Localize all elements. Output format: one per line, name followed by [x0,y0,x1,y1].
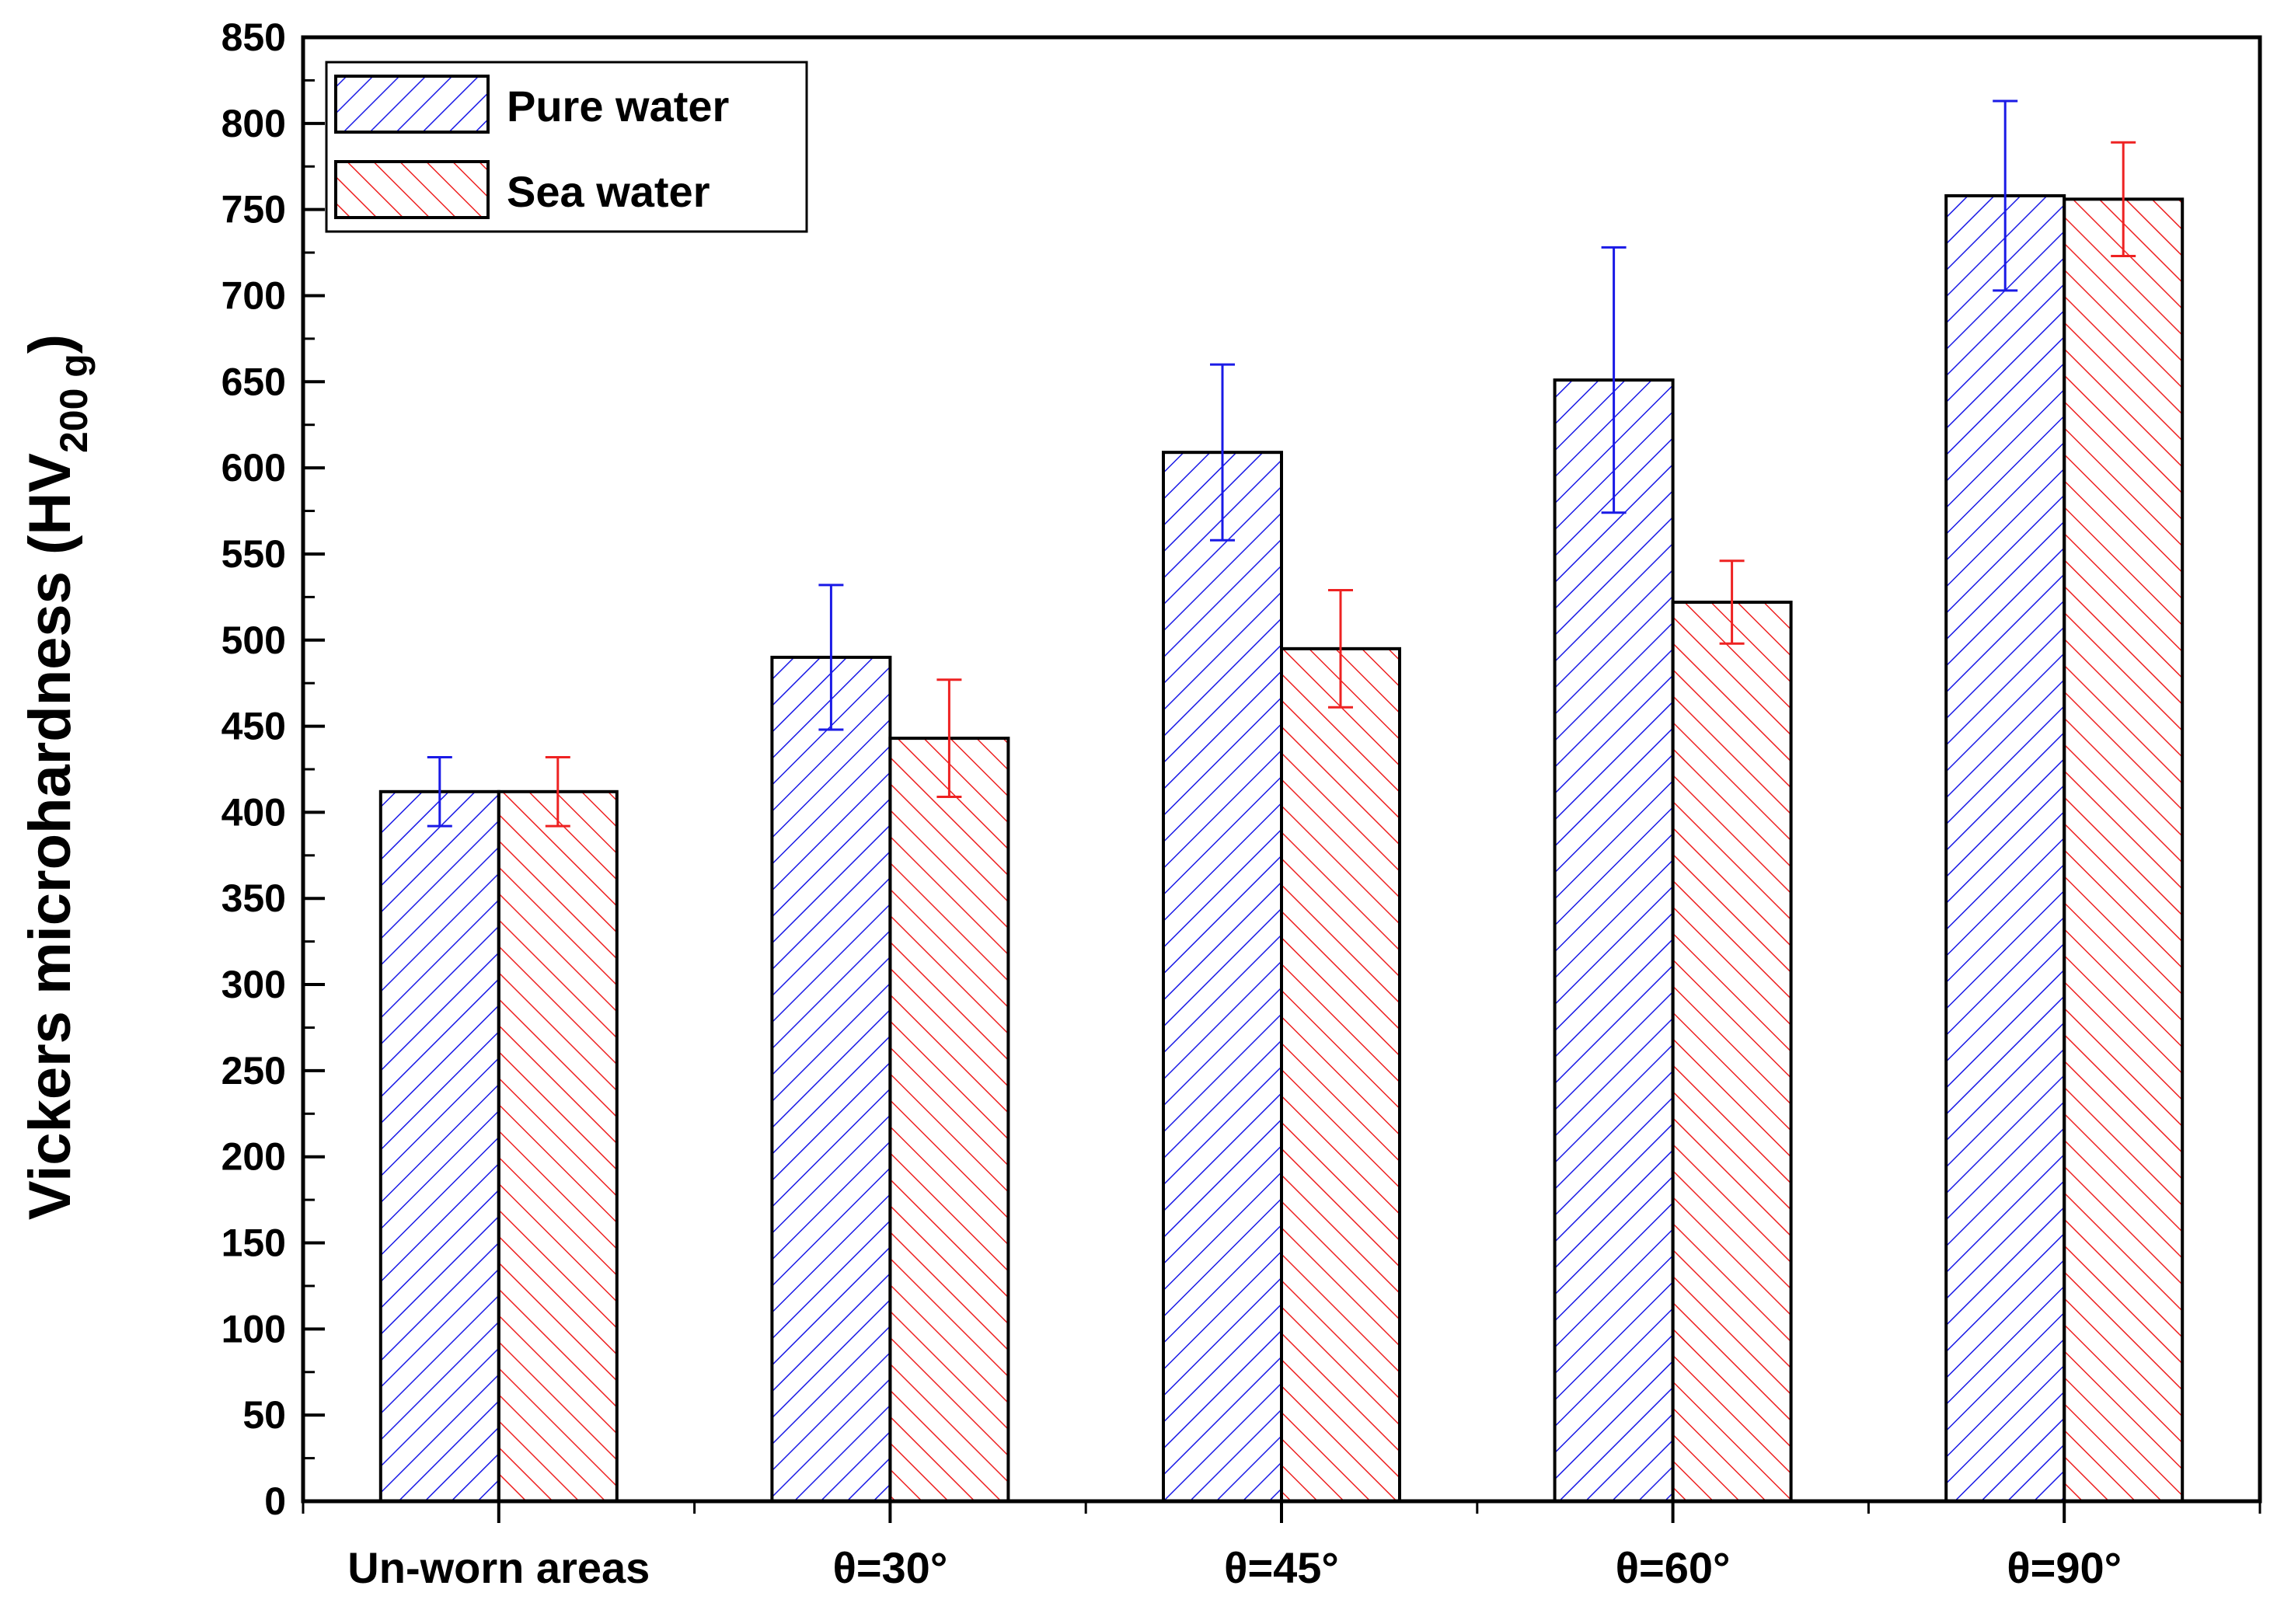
x-tick-label: θ=45° [1224,1543,1339,1592]
y-tick-label: 100 [221,1307,286,1350]
y-axis-title: Vickers microhardness (HV200 g) [17,334,96,1220]
error-bar-pure-water [1601,246,1627,514]
y-tick-label: 350 [221,876,286,920]
legend-swatch-sea-water [334,160,490,219]
y-tick-label: 600 [221,446,286,490]
legend-label-sea-water: Sea water [507,167,710,216]
bar-pure-water [1944,193,2066,1504]
tick-labels: 0 50 100 150 200 250 300 350 400 450 500 550 600 650 7… [221,16,2122,1592]
plot-frame [301,35,2262,1504]
bar-pure-water [378,789,500,1503]
x-tick-label: θ=60° [1616,1543,1731,1592]
bar-sea-water [2063,197,2185,1503]
error-bar-sea-water [1719,559,1745,645]
error-bar-pure-water [1993,99,2018,292]
legend-label-pure-water: Pure water [507,82,729,131]
y-tick-label: 300 [221,963,286,1006]
y-tick-label: 850 [221,16,286,59]
bars [378,193,2185,1504]
error-bar-sea-water [2111,141,2136,257]
y-tick-label: 0 [264,1479,286,1523]
y-tick-label: 250 [221,1049,286,1093]
x-tick-label: Un-worn areas [347,1543,650,1592]
y-tick-label: 200 [221,1135,286,1179]
bar-sea-water [1280,646,1401,1503]
error-bars [427,99,2136,828]
bar-sea-water [1671,601,1793,1504]
error-bar-pure-water [1210,363,1235,542]
y-tick-label: 750 [221,188,286,232]
error-bar-sea-water [545,755,570,828]
y-tick-label: 150 [221,1221,286,1265]
bar-pure-water [1162,451,1283,1503]
y-tick-label: 550 [221,532,286,576]
error-bar-pure-water [427,755,452,828]
bar-sea-water [888,737,1010,1503]
y-tick-label: 700 [221,274,286,317]
y-tick-label: 450 [221,705,286,748]
y-axis-title-subscript: 200 g [52,354,96,453]
y-tick-label: 800 [221,102,286,145]
y-tick-label: 50 [242,1393,286,1437]
y-tick-label: 500 [221,619,286,662]
y-tick-label: 400 [221,790,286,834]
bar-sea-water [497,789,619,1503]
bar-pure-water [770,655,892,1503]
error-bar-sea-water [936,678,962,798]
y-axis-title-main: Vickers microhardness (HV [17,453,83,1220]
legend-swatch-pure-water [334,75,490,134]
y-axis-title-close: ) [17,334,83,354]
error-bar-sea-water [1328,588,1353,709]
legend: Pure water Sea water [325,61,808,233]
error-bar-pure-water [818,584,844,731]
y-tick-label: 650 [221,360,286,403]
x-tick-label: θ=30° [833,1543,948,1592]
bar-pure-water [1553,378,1675,1503]
x-tick-label: θ=90° [2007,1543,2122,1592]
